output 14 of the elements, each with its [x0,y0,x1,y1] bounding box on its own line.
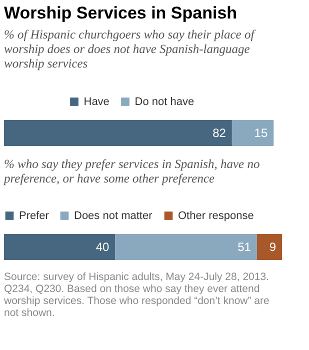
source-note: Source: survey of Hispanic adults, May 24-July 28, 2013. Q234, Q230. Based on those who say they ever attend worship services. Those who responded “don’t know” are not shown. [3,271,270,319]
data-label: 40 [96,240,110,254]
legend-label: Have [84,96,110,108]
data-label: 15 [254,126,268,140]
legend-label: Do not have [134,96,194,108]
legend-label: Other response [178,210,254,222]
data-label: 82 [212,126,226,140]
chart-subtitle: % who say they prefer services in Spanish, have no preference, or have some other preference [3,157,260,186]
legend-label: Prefer [19,210,50,222]
chart-subtitle: % of Hispanic churchgoers who say their place of worship does or does not have Spanish-language worship services [4,28,256,70]
data-label: 9 [269,240,276,254]
legend-label: Does not matter [74,210,153,222]
chart-title: Worship Services in Spanish [4,4,238,22]
data-label: 51 [238,240,252,254]
